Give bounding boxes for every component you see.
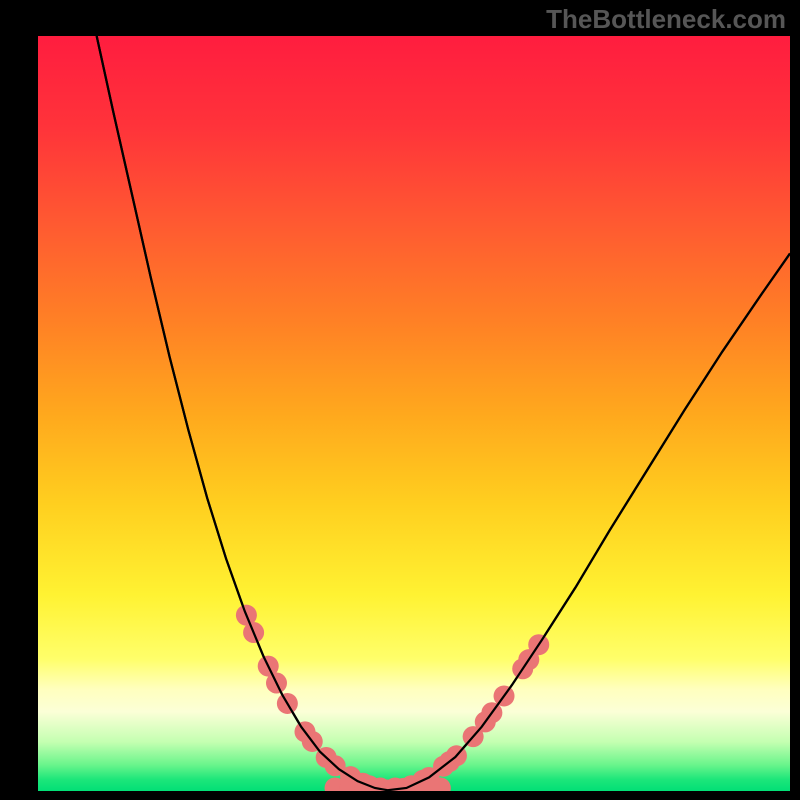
plot-area bbox=[38, 36, 790, 791]
plot-svg bbox=[38, 36, 790, 791]
watermark-text: TheBottleneck.com bbox=[546, 4, 786, 35]
gradient-background bbox=[38, 36, 790, 791]
chart-container: TheBottleneck.com bbox=[0, 0, 800, 800]
